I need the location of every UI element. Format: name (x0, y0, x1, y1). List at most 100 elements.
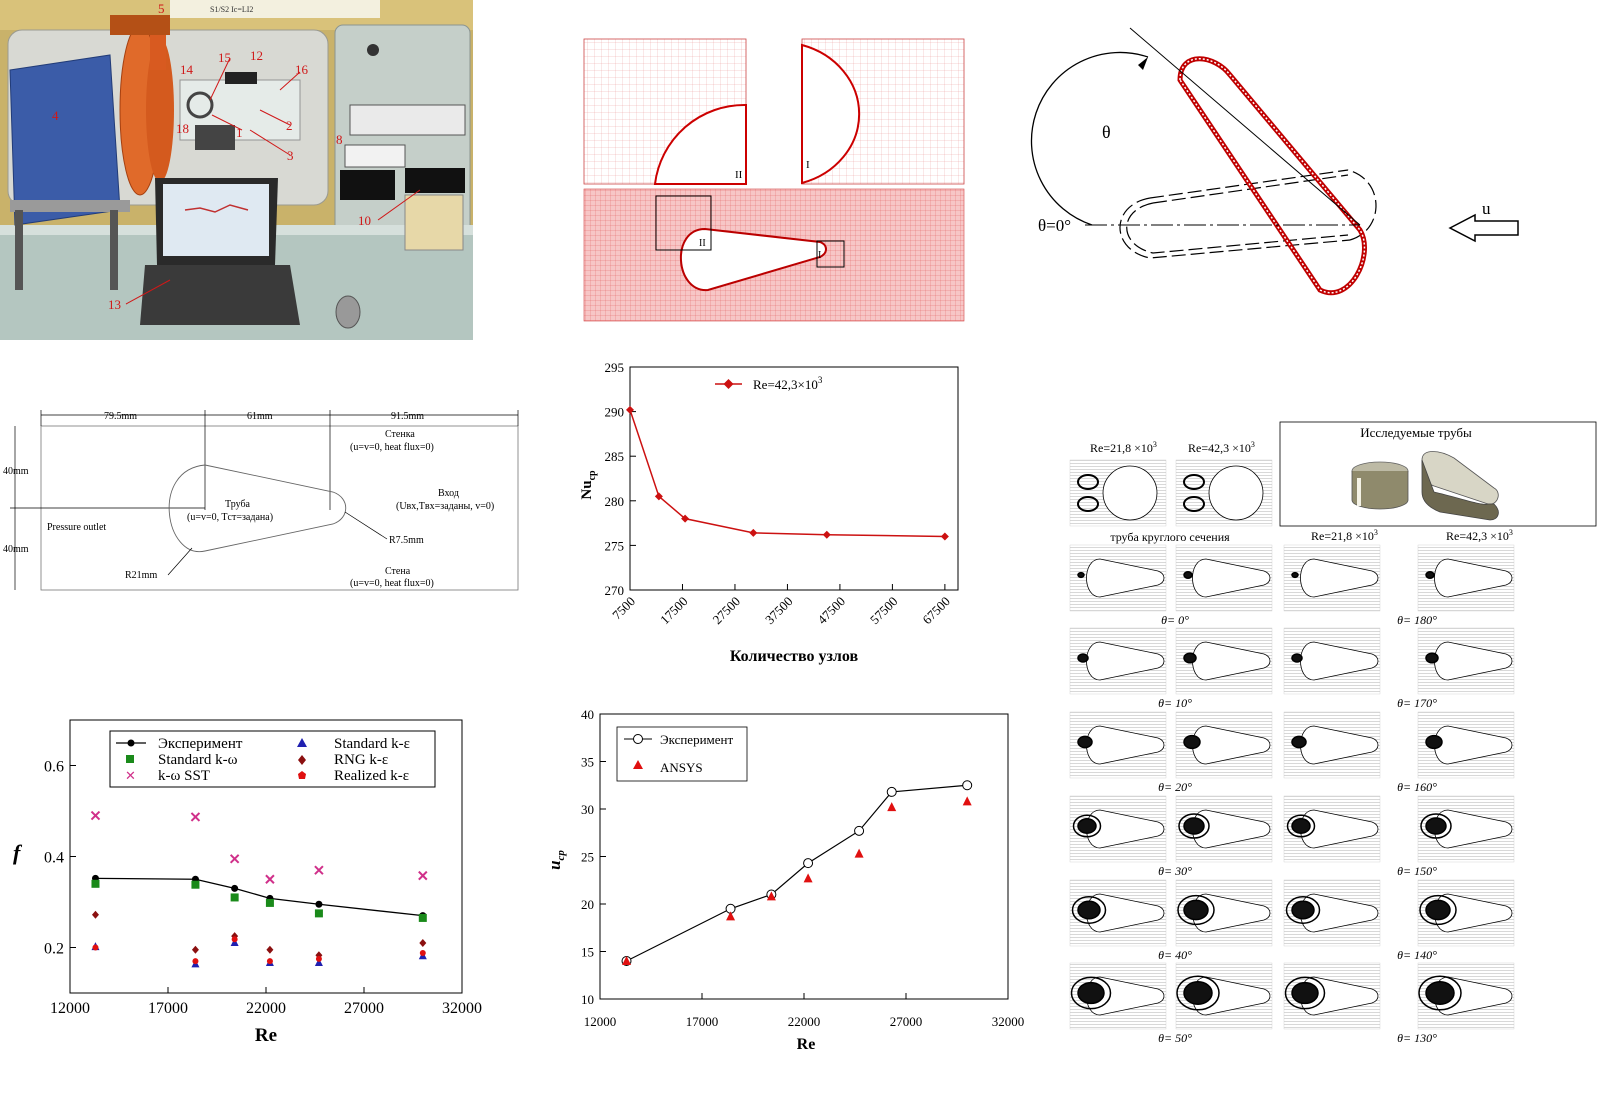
streamline-cell (1175, 544, 1273, 612)
nu-ylabel: Nu (579, 480, 595, 499)
f-point-realized-ke (92, 944, 99, 951)
f-point-rng-ke (91, 910, 99, 919)
streamline-cell (1175, 879, 1273, 947)
ruler-text: S1/S2 Ic=LI2 (210, 5, 253, 14)
sl-header-re2-sup: 3 (1251, 440, 1255, 449)
u-point-ansys (854, 848, 864, 858)
u-ytick-label: 20 (581, 897, 594, 912)
nu-xtick-label: 47500 (814, 594, 848, 628)
streamline-cell (1175, 711, 1273, 779)
u-point-ansys (803, 873, 813, 883)
f-point-kw-sst (265, 874, 275, 884)
u-point-experiment (962, 780, 973, 791)
inlet-label: Вход (438, 488, 459, 499)
photo-label-12: 12 (250, 48, 263, 63)
sl-header-re1: Re=21,8 ×10 (1090, 441, 1153, 455)
f-point-kw-sst (190, 812, 201, 822)
u-point-experiment (886, 786, 897, 797)
dim-79-5: 79.5mm (104, 411, 137, 422)
u-xtick-label: 27000 (890, 1014, 923, 1029)
experimental-setup-photo: S1/S2 Ic=LI2 (0, 0, 473, 340)
streamline-cell (1283, 711, 1381, 779)
f-xtick-label: 27000 (344, 1000, 384, 1017)
tubes-box-title: Исследуемые трубы (1360, 425, 1472, 440)
streamline-cell (1283, 627, 1381, 695)
f-ytick-label: 0.6 (44, 759, 64, 776)
photo-label-15: 15 (218, 50, 231, 65)
streamline-cell (1417, 962, 1515, 1030)
svg-text:Re=42,3 ×103: Re=42,3 ×103 (1446, 528, 1513, 543)
dim-91-5: 91.5mm (391, 411, 424, 422)
tube-angle-diagram: θ θ=0° u (1030, 20, 1550, 310)
angle-label-right: θ= 180° (1397, 613, 1437, 627)
svg-text:ucp: ucp (545, 850, 567, 870)
angle-label-right: θ= 140° (1397, 948, 1437, 962)
angle-label-left: θ= 50° (1158, 1031, 1192, 1045)
streamline-cell (1417, 711, 1515, 779)
friction-chart: 0.2 0.4 0.6 12000 17000 22000 27000 32000 Эксп… (0, 705, 495, 1055)
streamline-cell (1417, 627, 1515, 695)
wall-bottom-label: Стена (385, 566, 411, 577)
nu-legend-sup: 3 (818, 375, 823, 385)
legend-experiment: Эксперимент (158, 736, 243, 752)
u-xtick-label: 12000 (584, 1014, 617, 1029)
streamline-cell (1175, 627, 1273, 695)
angle-label-right: θ= 160° (1397, 780, 1437, 794)
u-legend-experiment: Эксперимент (660, 732, 733, 747)
nu-ytick-label: 285 (605, 449, 625, 464)
streamline-cell (1283, 795, 1381, 863)
f-xtick-label: 17000 (148, 1000, 188, 1017)
nu-xtick-label: 17500 (657, 594, 691, 628)
dim-61: 61mm (247, 411, 273, 422)
photo-label-18: 18 (176, 121, 189, 136)
f-point-rng-ke (419, 938, 427, 947)
nu-ytick-label: 295 (605, 360, 625, 375)
streamline-cell (1069, 711, 1167, 779)
svg-text:Re=21,8 ×103: Re=21,8 ×103 (1311, 528, 1378, 543)
u-xtick-label: 32000 (992, 1014, 1025, 1029)
angle-label-right: θ= 130° (1397, 1031, 1437, 1045)
svg-text:Re=42,3×103: Re=42,3×103 (753, 375, 823, 392)
nu-data-point (681, 514, 690, 523)
u-ytick-label: 15 (581, 945, 594, 960)
sl-col4-re2: Re=42,3 ×10 (1446, 529, 1509, 543)
svg-text:✕: ✕ (125, 768, 136, 783)
f-point-kw-sst (418, 870, 428, 881)
streamline-grid: Re=21,8 ×103 Re=42,3 ×103 Исследуемые тр… (1062, 420, 1600, 1090)
nu-legend-text: Re=42,3×10 (753, 377, 818, 392)
photo-label-1: 1 (236, 125, 243, 140)
mesh-panel: II I II I (580, 35, 970, 325)
nu-data-point (654, 492, 663, 501)
u-xtick-label: 22000 (788, 1014, 821, 1029)
u-ytick-label: 25 (581, 850, 594, 865)
f-xtick-label: 12000 (50, 1000, 90, 1017)
svg-text:Re=42,3 ×103: Re=42,3 ×103 (1188, 440, 1255, 455)
nu-xtick-label: 27500 (709, 594, 743, 628)
f-point-standard-kw (191, 880, 200, 889)
f-point-standard-kw (230, 893, 239, 902)
f-point-standard-kw (265, 898, 274, 907)
nu-xtick-label: 37500 (762, 594, 796, 628)
computational-domain-diagram: 79.5mm 61mm 91.5mm 40mm 40mm Стенка (u=v… (0, 400, 530, 600)
photo-label-3: 3 (287, 148, 294, 163)
nu-mesh-chart: 270 275 280 285 290 295 7500 17500 27500 37500 47… (570, 355, 970, 670)
nu-ylabel-sub: cp (587, 470, 598, 480)
photo-label-4: 4 (52, 108, 59, 123)
theta-zero-label: θ=0° (1038, 216, 1071, 235)
wall-bottom-cond: (u=v=0, heat flux=0) (350, 578, 434, 589)
sl-header-re2: Re=42,3 ×10 (1188, 441, 1251, 455)
f-point-standard-kw (91, 879, 100, 888)
f-point-standard-kw (418, 913, 427, 922)
wall-top-cond: (u=v=0, heat flux=0) (350, 442, 434, 453)
u-point-ansys (726, 911, 736, 921)
photo-label-5: 5 (158, 1, 165, 16)
sl-header-re1-sup: 3 (1153, 440, 1157, 449)
svg-text:Re=21,8 ×103: Re=21,8 ×103 (1090, 440, 1157, 455)
tube-cond: (u=v=0, Tст=задана) (187, 512, 273, 523)
nu-plot-frame (629, 366, 959, 591)
u-xlabel: Re (797, 1036, 816, 1053)
nu-data-point (822, 530, 831, 539)
tube-label: Труба (225, 499, 251, 510)
angle-label-right: θ= 150° (1397, 864, 1437, 878)
nu-data-point (626, 405, 634, 414)
